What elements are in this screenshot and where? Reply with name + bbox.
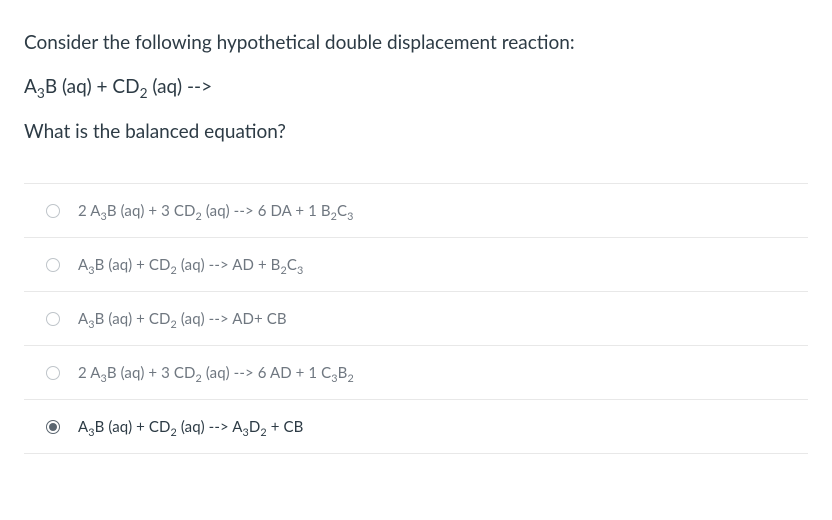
question-stem: Consider the following hypothetical doub…: [24, 28, 808, 147]
question-container: Consider the following hypothetical doub…: [0, 0, 832, 454]
option-label: A3B (aq) + CD2 (aq) --> AD+ CB: [78, 310, 287, 328]
radio-icon: [46, 258, 60, 272]
option-row[interactable]: 2 A3B (aq) + 3 CD2 (aq) --> 6 AD + 1 C3B…: [24, 346, 808, 400]
radio-icon: [46, 366, 60, 380]
option-label: A3B (aq) + CD2 (aq) --> AD + B2C3: [78, 256, 303, 274]
option-label: 2 A3B (aq) + 3 CD2 (aq) --> 6 DA + 1 B2C…: [78, 202, 354, 220]
option-row[interactable]: A3B (aq) + CD2 (aq) --> AD + B2C3: [24, 238, 808, 292]
option-row[interactable]: 2 A3B (aq) + 3 CD2 (aq) --> 6 DA + 1 B2C…: [24, 184, 808, 238]
stem-line-2: A3B (aq) + CD2 (aq) -->: [24, 72, 808, 102]
options-list: 2 A3B (aq) + 3 CD2 (aq) --> 6 DA + 1 B2C…: [24, 183, 808, 454]
option-label: A3B (aq) + CD2 (aq) --> A3D2 + CB: [78, 418, 303, 436]
stem-line-3: What is the balanced equation?: [24, 117, 808, 147]
radio-icon: [46, 204, 60, 218]
radio-icon: [46, 312, 60, 326]
stem-line-1: Consider the following hypothetical doub…: [24, 28, 808, 58]
option-row[interactable]: A3B (aq) + CD2 (aq) --> A3D2 + CB: [24, 400, 808, 454]
option-label: 2 A3B (aq) + 3 CD2 (aq) --> 6 AD + 1 C3B…: [78, 364, 354, 382]
radio-icon: [46, 420, 60, 434]
option-row[interactable]: A3B (aq) + CD2 (aq) --> AD+ CB: [24, 292, 808, 346]
